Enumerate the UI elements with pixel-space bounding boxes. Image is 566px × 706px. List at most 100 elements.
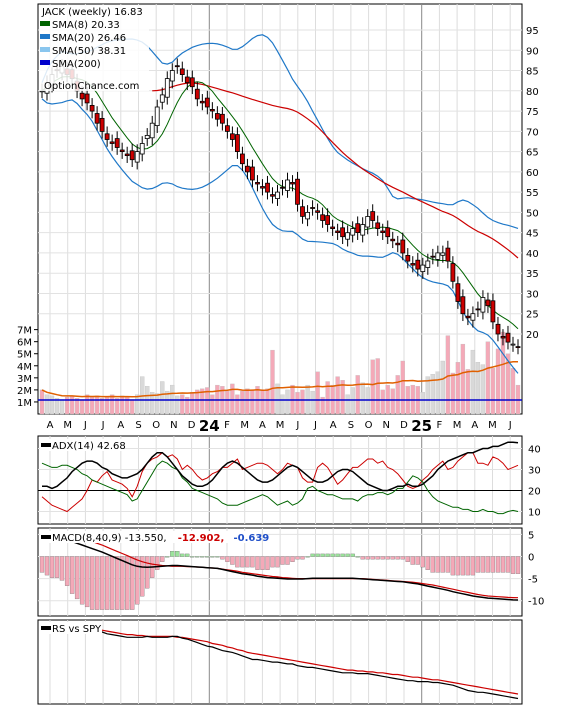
sma-8-line [41, 76, 519, 330]
macd-histogram-bar [455, 556, 461, 576]
candle-body [249, 166, 255, 181]
candle-body [159, 94, 165, 103]
x-axis-label: M [276, 420, 285, 431]
price-tick-label: 30 [526, 289, 539, 300]
volume-bar [495, 348, 501, 415]
candle-body [515, 346, 521, 349]
macd-histogram-bar [165, 556, 170, 558]
price-vertical-grid [49, 4, 511, 414]
legend-sma200-label: SMA(200) [52, 59, 101, 70]
macd-histogram-bar [495, 556, 501, 573]
volume-bar [470, 349, 476, 415]
candle-body [154, 106, 160, 127]
candle-body [350, 228, 356, 236]
macd-histogram-bar [460, 556, 466, 576]
macd-histogram-bar [330, 553, 335, 557]
macd-histogram-bar [160, 556, 165, 562]
candle-body [360, 224, 366, 236]
macd-histogram-bar [170, 551, 175, 557]
candle-body [114, 138, 120, 148]
macd-legend-swatch [41, 535, 51, 539]
adx-line [42, 441, 519, 492]
candle-body [99, 118, 105, 132]
adx-y-axis-ticks: 40 30 20 10 [528, 445, 541, 519]
volume-tick-label: 4M [17, 362, 32, 373]
volume-bar [300, 389, 305, 415]
macd-histogram-bar [500, 556, 506, 573]
candle-body [345, 232, 351, 240]
x-axis-label: D [188, 420, 196, 431]
adx-tick-label: 30 [528, 466, 541, 477]
macd-histogram-bar [210, 556, 215, 558]
volume-bar [320, 396, 325, 415]
volume-bar [280, 394, 285, 415]
macd-histogram-bar [104, 556, 110, 610]
candle-body [224, 125, 230, 132]
x-axis-label: N [383, 420, 390, 431]
rs-panel: RS vs SPY [37, 619, 523, 705]
macd-histogram-bar [365, 556, 370, 560]
price-tick-label: 85 [526, 67, 539, 78]
volume-bar [185, 396, 190, 415]
macd-histogram-bar [260, 556, 265, 570]
x-axis-label: J [508, 420, 512, 431]
macd-histogram-bar [420, 556, 425, 568]
volume-bar [135, 394, 140, 415]
candle-body [460, 296, 466, 315]
volume-tick-label: 1M [17, 398, 32, 409]
legend-swatch-sma50 [40, 47, 50, 52]
rs-moving-average-line [42, 625, 519, 695]
candle-body [465, 315, 471, 319]
candle-body [400, 239, 406, 254]
volume-bar [505, 353, 511, 415]
x-axis-label: A [117, 420, 124, 431]
volume-bar [440, 360, 445, 415]
candle-body [315, 210, 321, 213]
macd-panel: MACD(8,40,9) -13.550, -12.902, -0.639 5 0… [37, 527, 544, 617]
macd-histogram-bar [285, 556, 290, 565]
adx-tick-label: 20 [528, 487, 541, 498]
volume-bar [485, 341, 491, 415]
macd-histogram-bar [195, 556, 200, 558]
candle-body [320, 214, 326, 221]
candle-body [375, 222, 381, 229]
macd-histogram-bar [315, 553, 320, 557]
macd-histogram-bar [345, 553, 350, 557]
macd-histogram-bar [435, 556, 440, 573]
macd-tick-label: -5 [528, 575, 538, 586]
volume-tick-label: 2M [17, 386, 32, 397]
volume-bar [109, 394, 115, 415]
candle-body [280, 186, 285, 189]
macd-histogram-bar [120, 556, 125, 610]
candle-body [335, 230, 341, 234]
candle-body [89, 105, 95, 112]
candle-body [239, 153, 245, 165]
macd-tick-label: -10 [528, 597, 544, 608]
candle-body [300, 206, 305, 217]
volume-bar [475, 362, 481, 415]
candle-body [370, 211, 376, 221]
macd-hist-value: -0.639 [233, 533, 269, 544]
candle-body [475, 308, 481, 311]
candle-body [199, 100, 205, 104]
macd-histogram-bar [140, 556, 145, 597]
x-axis-label: N [170, 420, 177, 431]
macd-histogram-bar [180, 553, 185, 557]
macd-histogram-bar [115, 556, 120, 610]
volume-bar [265, 388, 270, 415]
macd-line [41, 535, 519, 601]
candle-body [505, 332, 511, 343]
price-tick-label: 80 [526, 87, 539, 98]
macd-histogram-bar [265, 556, 270, 570]
candle-body [84, 93, 90, 104]
macd-histogram-bar [109, 556, 115, 610]
volume-bar [69, 395, 75, 415]
macd-histogram-bar [130, 556, 135, 610]
macd-histogram-bar [505, 556, 511, 573]
x-axis-label: 24 [199, 417, 220, 435]
price-tick-label: 70 [526, 127, 539, 138]
volume-bar [315, 371, 320, 415]
price-tick-label: 60 [526, 168, 539, 179]
volume-bar [175, 395, 180, 415]
